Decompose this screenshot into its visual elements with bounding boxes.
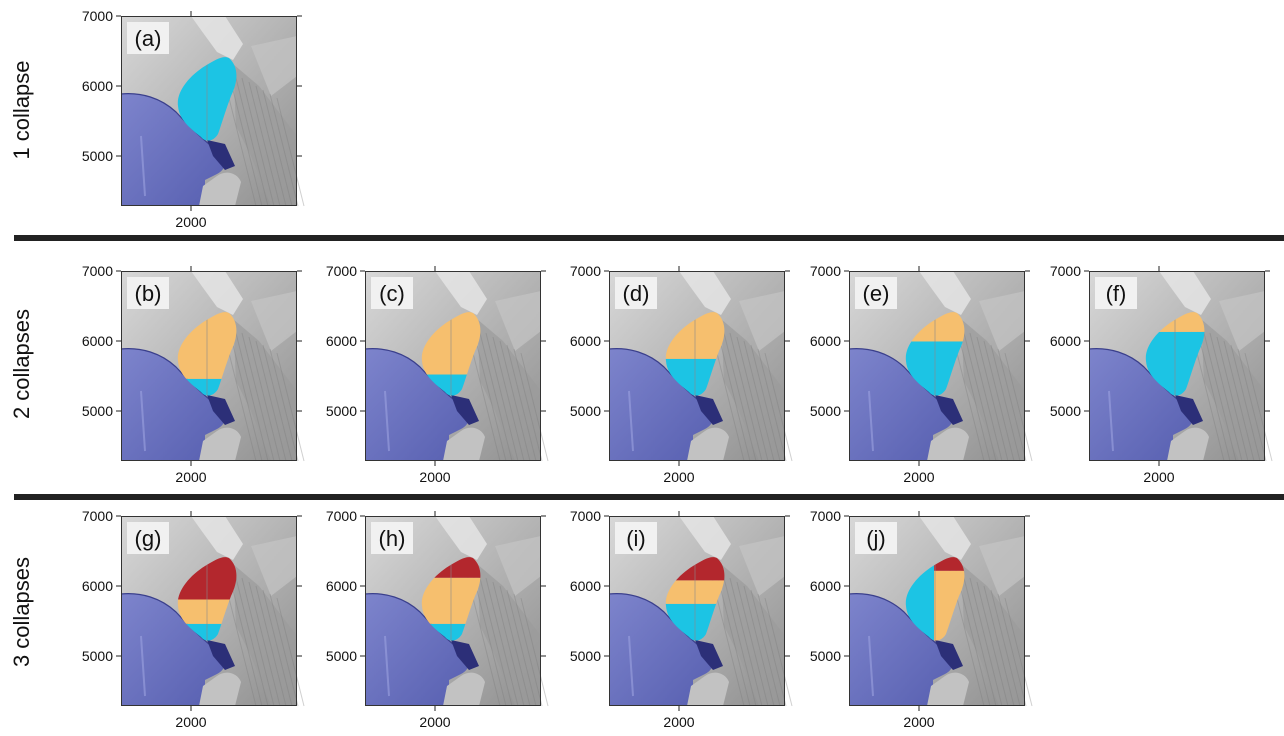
- panel-label: (j): [866, 526, 886, 551]
- y-tick-label: 7000: [325, 263, 357, 279]
- row-label-3-collapses: 3 collapses: [9, 556, 34, 668]
- terrain-map: (f): [1084, 266, 1273, 466]
- sea-area: [1089, 348, 1193, 461]
- terrain-map: (e): [844, 266, 1033, 466]
- panel-label: (c): [379, 281, 405, 306]
- x-tick-label: 2000: [663, 714, 695, 730]
- sea-area: [849, 348, 953, 461]
- row-divider-1: [14, 235, 1284, 241]
- panel-b: (b) 7000 6000 5000 2000: [82, 264, 305, 484]
- y-tick-label: 7000: [569, 263, 601, 279]
- panel-label-box: [855, 277, 897, 309]
- panel-label: (e): [863, 281, 890, 306]
- row-label-1-collapse: 1 collapse: [9, 60, 34, 160]
- y-tick-label: 5000: [81, 648, 113, 664]
- y-tick-label: 7000: [81, 8, 113, 24]
- panel-g: (g) 7000 6000 5000 2000: [82, 509, 305, 729]
- row-divider-2: [14, 494, 1284, 500]
- panel-h: (h) 7000 6000 5000 2000: [326, 509, 549, 729]
- x-tick-label: 2000: [663, 469, 695, 485]
- y-tick-label: 5000: [569, 648, 601, 664]
- panel-e: (e) 7000 6000 5000 2000: [810, 264, 1033, 484]
- terrain-map: (c): [360, 266, 549, 466]
- y-tick-label: 7000: [81, 263, 113, 279]
- panel-label: (i): [626, 526, 646, 551]
- panel-label: (b): [135, 281, 162, 306]
- x-tick-label: 2000: [903, 469, 935, 485]
- panel-label-box: [127, 22, 169, 54]
- sea-area: [121, 593, 225, 706]
- sea-area: [121, 348, 225, 461]
- y-tick-label: 7000: [81, 508, 113, 524]
- y-tick-label: 6000: [809, 333, 841, 349]
- terrain-map: (a): [116, 11, 305, 211]
- x-tick-label: 2000: [175, 714, 207, 730]
- y-tick-label: 6000: [81, 578, 113, 594]
- sea-area: [365, 593, 469, 706]
- y-tick-label: 7000: [1049, 263, 1081, 279]
- terrain-map: (j): [844, 511, 1033, 711]
- panel-j: (j) 7000 6000 5000 2000: [810, 509, 1033, 729]
- panel-label-box: [371, 277, 413, 309]
- sea-area: [121, 93, 225, 206]
- y-tick-label: 7000: [569, 508, 601, 524]
- panel-label: (f): [1106, 281, 1127, 306]
- terrain-map: (i): [604, 511, 793, 711]
- sea-area: [609, 348, 713, 461]
- panel-label: (h): [379, 526, 406, 551]
- panel-c: (c) 7000 6000 5000 2000: [326, 264, 549, 484]
- y-tick-label: 5000: [1049, 403, 1081, 419]
- y-tick-label: 6000: [325, 578, 357, 594]
- panel-label-box: [615, 522, 657, 554]
- panel-label-box: [371, 522, 413, 554]
- x-tick-label: 2000: [1143, 469, 1175, 485]
- sea-area: [849, 593, 953, 706]
- y-tick-label: 5000: [569, 403, 601, 419]
- y-tick-label: 6000: [81, 78, 113, 94]
- y-tick-label: 6000: [1049, 333, 1081, 349]
- y-tick-label: 5000: [325, 648, 357, 664]
- panel-f: (f) 7000 6000 5000 2000: [1050, 264, 1273, 484]
- terrain-map: (h): [360, 511, 549, 711]
- panel-label-box: [1095, 277, 1137, 309]
- y-tick-label: 5000: [81, 403, 113, 419]
- x-tick-label: 2000: [419, 714, 451, 730]
- y-tick-label: 5000: [809, 648, 841, 664]
- panel-label-box: [855, 522, 897, 554]
- y-tick-label: 6000: [81, 333, 113, 349]
- x-tick-label: 2000: [903, 714, 935, 730]
- panel-label: (g): [135, 526, 162, 551]
- y-tick-label: 6000: [569, 578, 601, 594]
- x-tick-label: 2000: [175, 214, 207, 230]
- panel-label-box: [615, 277, 657, 309]
- terrain-map: (b): [116, 266, 305, 466]
- terrain-map: (d): [604, 266, 793, 466]
- panel-a: (a) 7000 6000 5000 2000: [82, 9, 305, 229]
- panel-d: (d) 7000 6000 5000 2000: [570, 264, 793, 484]
- y-tick-label: 5000: [809, 403, 841, 419]
- y-tick-label: 6000: [325, 333, 357, 349]
- y-tick-label: 5000: [81, 148, 113, 164]
- panel-label-box: [127, 277, 169, 309]
- panel-i: (i) 7000 6000 5000 2000: [570, 509, 793, 729]
- x-tick-label: 2000: [175, 469, 207, 485]
- x-tick-label: 2000: [419, 469, 451, 485]
- y-tick-label: 7000: [809, 508, 841, 524]
- panel-label: (a): [135, 26, 162, 51]
- collapse-zones: [177, 557, 237, 641]
- panel-label: (d): [623, 281, 650, 306]
- sea-area: [365, 348, 469, 461]
- y-tick-label: 6000: [809, 578, 841, 594]
- terrain-map: (g): [116, 511, 305, 711]
- panel-label-box: [127, 522, 169, 554]
- y-tick-label: 7000: [325, 508, 357, 524]
- row-label-2-collapses: 2 collapses: [9, 308, 34, 420]
- y-tick-label: 5000: [325, 403, 357, 419]
- y-tick-label: 7000: [809, 263, 841, 279]
- sea-area: [609, 593, 713, 706]
- y-tick-label: 6000: [569, 333, 601, 349]
